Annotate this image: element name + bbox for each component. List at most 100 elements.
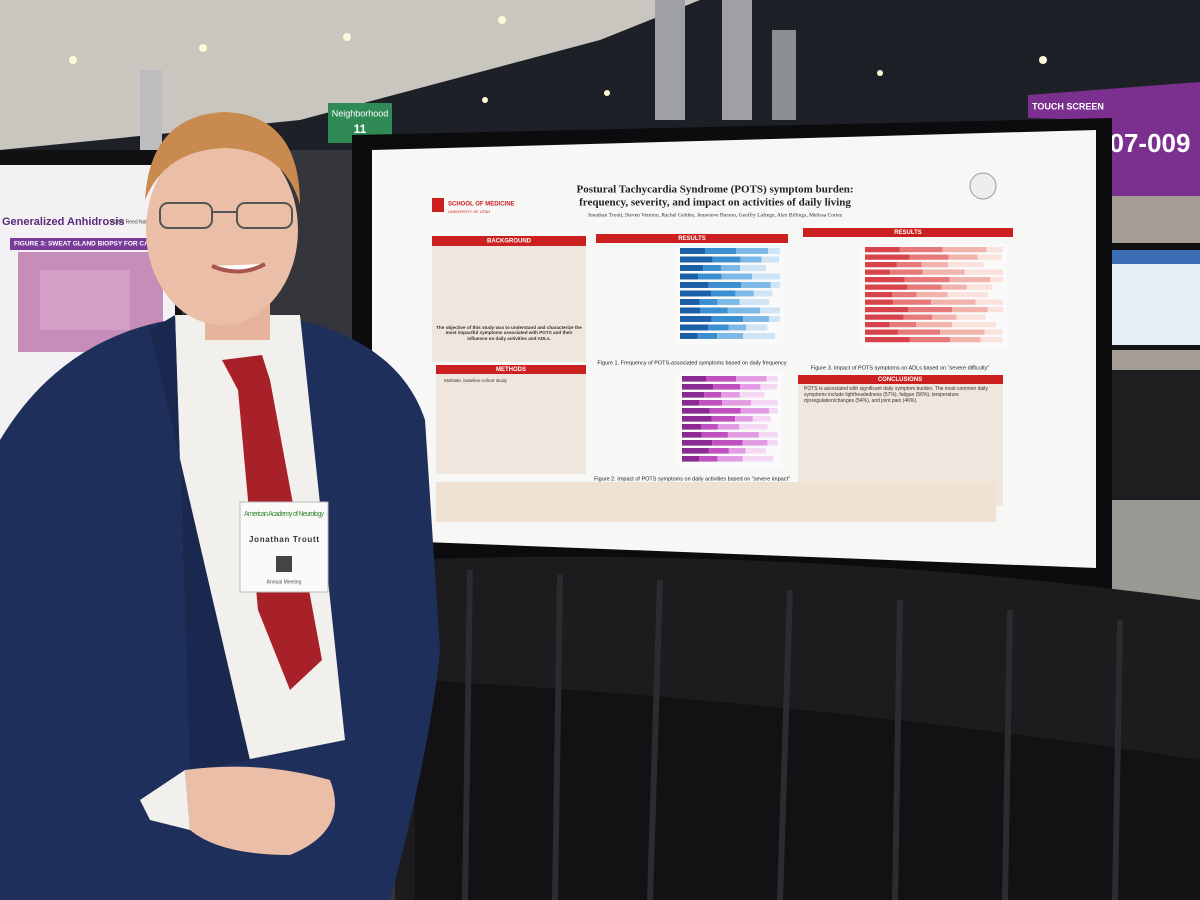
chart-stripe xyxy=(739,424,768,430)
chart-stripe xyxy=(949,277,991,283)
background-text: The objective of this study was to under… xyxy=(436,325,582,341)
chart-stripe xyxy=(745,448,766,454)
chart-stripe xyxy=(950,337,981,343)
chart-stripe xyxy=(701,432,728,438)
chart-stripe xyxy=(921,262,949,268)
chart-stripe xyxy=(680,256,713,263)
chart-stripe xyxy=(908,307,953,313)
chart-stripe xyxy=(717,456,743,462)
chart-stripe xyxy=(680,248,705,254)
chart-stripe xyxy=(986,247,1003,253)
chart-stripe xyxy=(742,456,774,462)
chart-stripe xyxy=(709,408,741,414)
chart-stripe xyxy=(727,432,759,438)
chart-stripe xyxy=(740,256,762,263)
chart-stripe xyxy=(896,262,922,268)
chart-stripe xyxy=(865,299,894,305)
chart-stripe xyxy=(768,248,780,254)
chart-stripe xyxy=(956,314,986,320)
poster: Postural Tachycardia Syndrome (POTS) sym… xyxy=(432,172,1013,522)
poster-title: Postural Tachycardia Syndrome (POTS) sym… xyxy=(577,184,854,196)
chart-stripe xyxy=(904,277,950,283)
chart-stripe xyxy=(708,282,742,288)
section-title: METHODS xyxy=(496,367,526,373)
chart-stripe xyxy=(865,307,909,313)
chart-stripe xyxy=(743,316,769,322)
hands xyxy=(185,766,335,855)
chart-stripe xyxy=(742,440,768,446)
figure-2 xyxy=(678,373,782,467)
chart-stripe xyxy=(758,432,778,438)
badge-org: American Academy of Neurology xyxy=(244,511,325,518)
sign-text: Neighborhood xyxy=(332,108,389,118)
section-body xyxy=(432,246,586,362)
conclusions-text: POTS is associated with significant dail… xyxy=(804,386,988,404)
ceiling-lights xyxy=(69,16,1047,103)
chart-stripe xyxy=(761,256,780,263)
chart-stripe xyxy=(987,307,1003,313)
chart-stripe xyxy=(711,416,736,422)
chart-stripe xyxy=(682,392,705,398)
chart-stripe xyxy=(680,282,709,288)
pillar xyxy=(722,0,752,120)
chart-stripe xyxy=(770,282,780,288)
chart-stripe xyxy=(768,408,778,414)
chart-stripe xyxy=(722,400,752,406)
chart-stripe xyxy=(735,290,754,297)
chart-stripe xyxy=(865,329,898,335)
chart-stripe xyxy=(680,307,701,314)
booth-number: 07-009 xyxy=(1110,128,1191,158)
chart-stripe xyxy=(739,299,770,305)
lapel xyxy=(150,315,250,770)
chart-stripe xyxy=(680,265,704,271)
chart-stripe xyxy=(717,299,740,305)
chart-stripe xyxy=(682,440,713,446)
badge xyxy=(239,501,329,593)
chart-stripe xyxy=(711,316,744,322)
chart-stripe xyxy=(682,416,712,422)
chart-stripe xyxy=(682,456,700,462)
glasses xyxy=(159,202,293,229)
chart-stripe xyxy=(767,440,778,446)
figure-caption: Figure 2. Impact of POTS symptoms on dai… xyxy=(594,476,790,482)
chart-stripe xyxy=(865,269,890,275)
chart-stripe xyxy=(975,299,1003,305)
chart-stripe xyxy=(740,408,769,414)
figure-header xyxy=(10,238,150,250)
chart-stripe xyxy=(717,333,744,339)
chart-stripe xyxy=(948,254,978,260)
badge-event: Annual Meeting xyxy=(267,579,302,585)
section-body xyxy=(436,374,586,474)
pillar xyxy=(140,70,162,160)
chart-stripe xyxy=(707,324,729,331)
chart-stripe xyxy=(865,284,908,290)
chart-stripe xyxy=(680,324,708,331)
poster-header xyxy=(1104,250,1200,264)
chart-stripe xyxy=(680,333,698,339)
person: American Academy of Neurology Jonathan T… xyxy=(0,112,440,900)
chart-stripe xyxy=(746,324,768,331)
chart-stripe xyxy=(893,299,931,305)
logo-text: SCHOOL OF MEDICINE xyxy=(448,202,515,208)
chart-stripe xyxy=(743,333,776,339)
chart-stripe xyxy=(680,316,712,322)
chart-stripe xyxy=(940,329,985,335)
chart-stripe xyxy=(990,277,1003,283)
chart-stripe xyxy=(865,277,905,283)
figure-3 xyxy=(861,244,1007,348)
chart-stripe xyxy=(728,448,746,454)
chart-stripe xyxy=(682,376,706,382)
chart-stripe xyxy=(706,376,737,382)
chart-stripe xyxy=(697,333,718,339)
section-header xyxy=(436,365,586,374)
chart-stripe xyxy=(739,392,765,398)
left-poster-title: Generalized Anhidrosis xyxy=(2,216,124,228)
chart-stripe xyxy=(740,384,761,390)
chart-stripe xyxy=(889,269,923,275)
chart-stripe xyxy=(727,307,761,314)
chart-stripe xyxy=(751,400,778,406)
sign-text: TOUCH SCREEN xyxy=(1032,101,1104,111)
chart-stripe xyxy=(703,265,721,271)
booth-sign xyxy=(1028,82,1200,196)
